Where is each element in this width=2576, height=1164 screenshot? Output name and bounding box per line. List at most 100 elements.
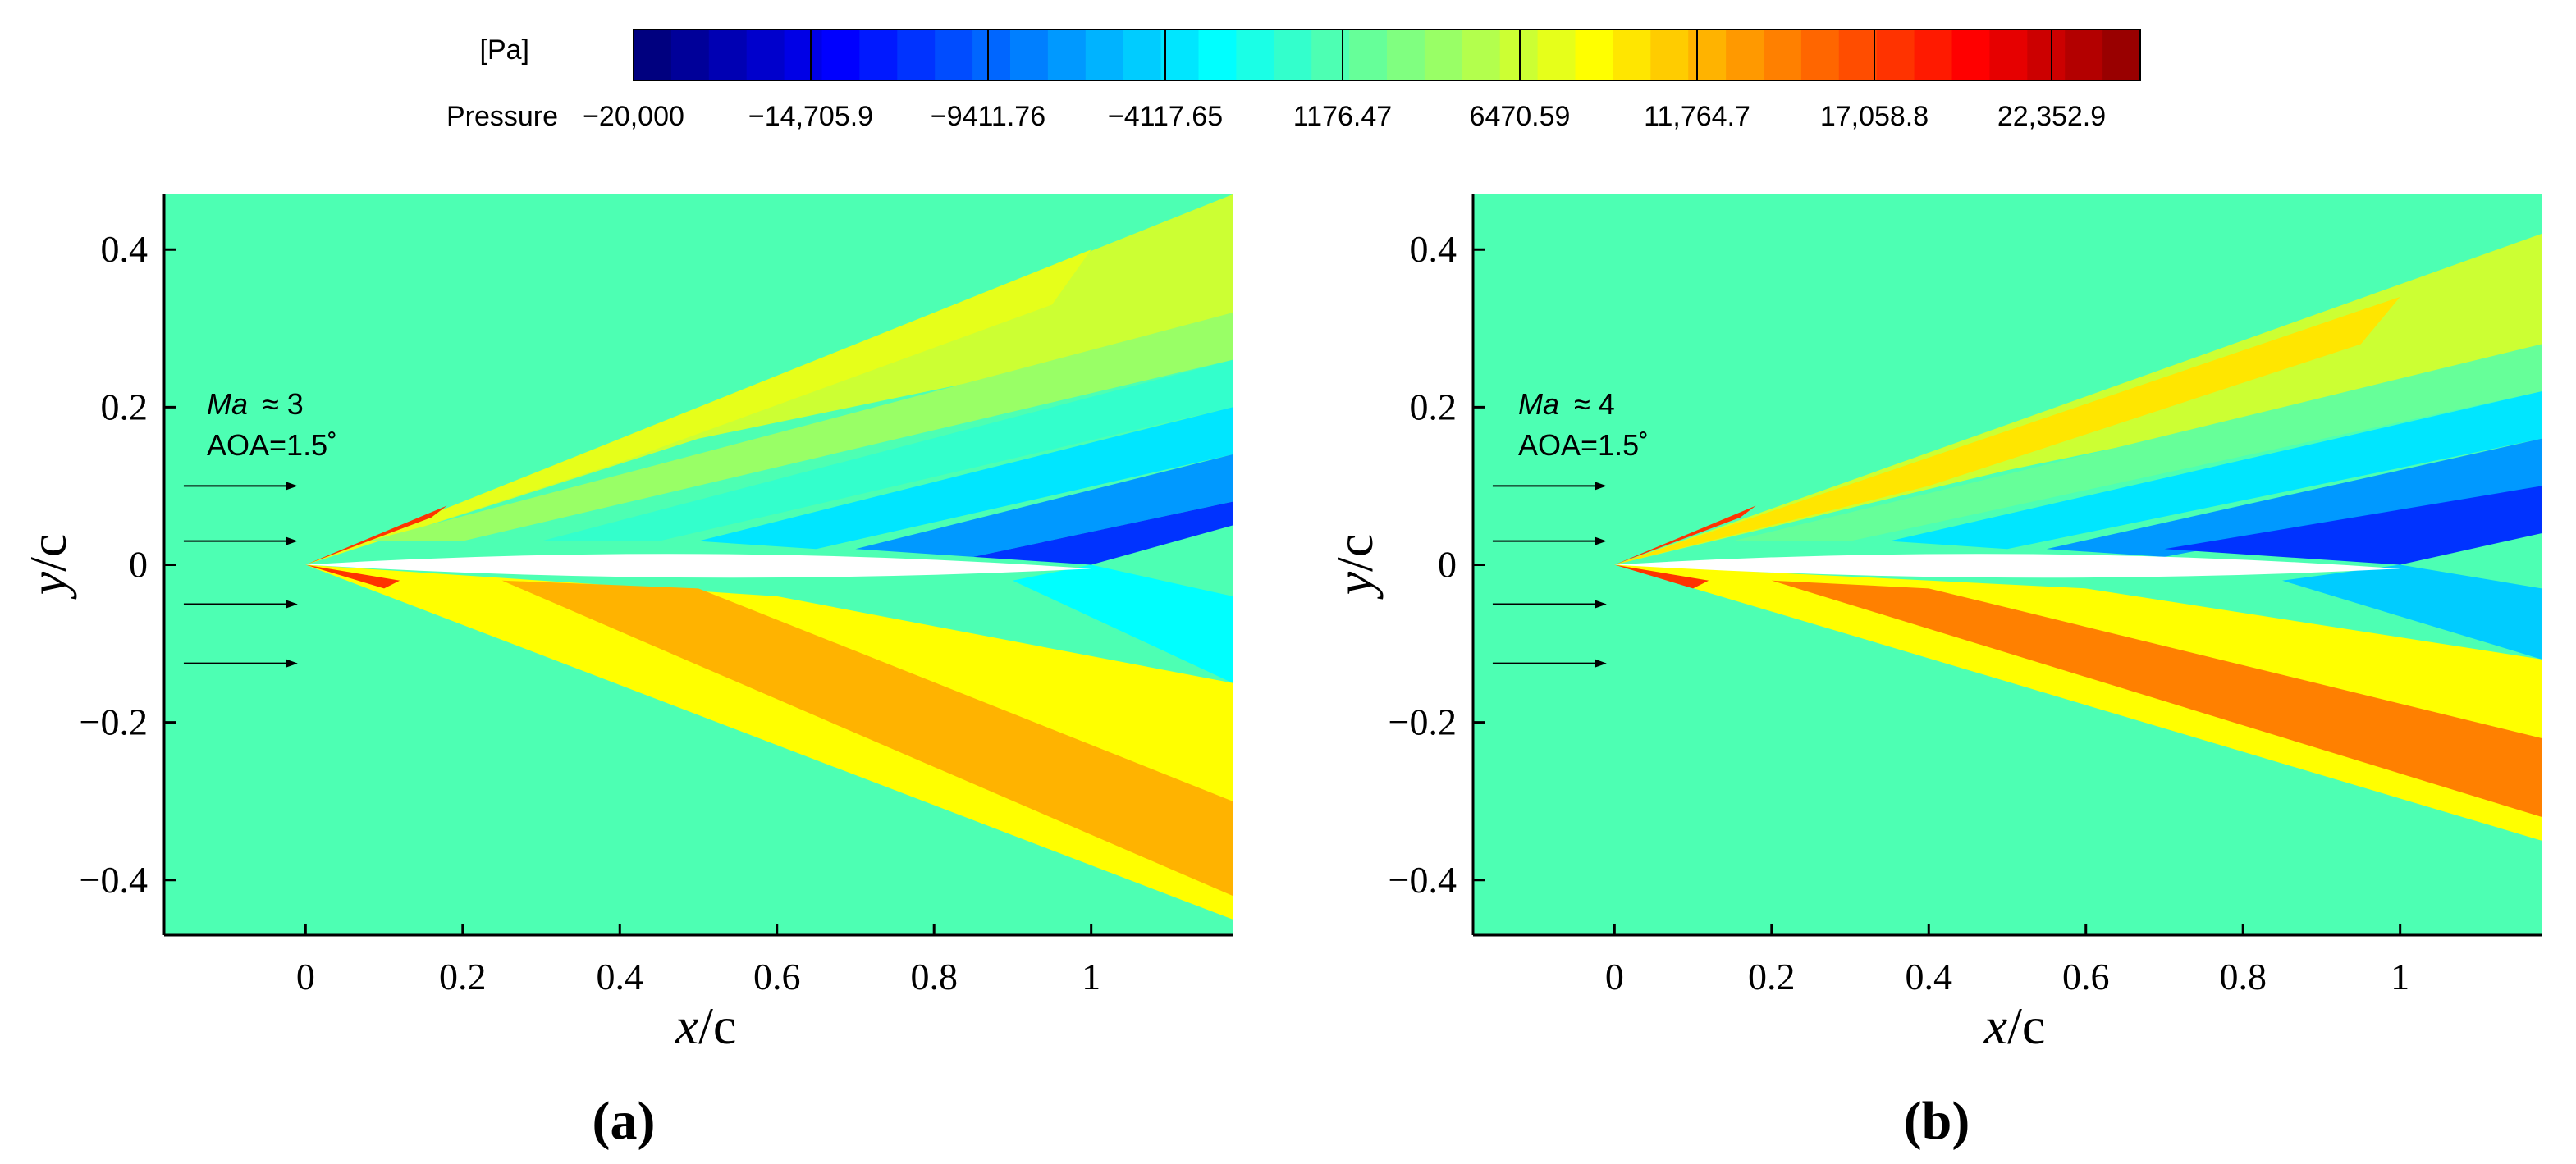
svg-text:Ma ≈ 4: Ma ≈ 4: [1518, 387, 1615, 421]
x-tick-label: 1: [1082, 956, 1100, 997]
leading-edge-shock: [1614, 505, 1756, 589]
pressure-region-lower-compression-outer: [1614, 564, 2542, 841]
freestream-arrowhead: [286, 659, 298, 668]
colorbar-swatch: [634, 30, 672, 80]
axes-a: 0 0.2 0.4 0.6 0.8 1 0.4 0.2 0 −0.2 −0.4: [80, 194, 1233, 997]
colorbar-tick-label: 6470.59: [1470, 101, 1571, 132]
colorbar-swatch: [1311, 30, 1350, 80]
pressure-region-upper-expansion-5: [973, 501, 1233, 565]
colorbar-swatch: [1160, 30, 1199, 80]
colorbar-tick-label: −9411.76: [931, 101, 1045, 132]
pressure-region-upper-expansion-1: [368, 313, 1233, 541]
y-axis-label-b: y/c: [1325, 534, 1384, 600]
x-tick-label: 0: [296, 956, 315, 997]
colorbar-label: Pressure: [446, 101, 558, 132]
colorbar-swatch: [1838, 30, 1878, 80]
aoa-label-b: AOA=1.5˚: [1518, 428, 1649, 462]
colorbar-swatch: [708, 30, 748, 80]
colorbar-swatch: [1123, 30, 1162, 80]
colorbar-swatch: [1387, 30, 1425, 80]
mach-label-a: Ma: [207, 387, 248, 421]
colorbar-swatch: [784, 30, 822, 80]
pressure-region-lower-wake: [2282, 564, 2542, 660]
pressure-region-upper-expansion-4: [855, 454, 1233, 557]
x-tick-label: 1: [2391, 956, 2409, 997]
freestream-arrowhead: [1595, 482, 1607, 491]
colorbar-swatch: [1613, 30, 1651, 80]
mach-value-a: ≈ 3: [263, 387, 304, 421]
colorbar-swatch: [1462, 30, 1501, 80]
y-tick-label: −0.4: [80, 859, 148, 901]
caption-a: (a): [593, 1091, 656, 1151]
x-tick-label: 0.2: [1748, 956, 1796, 997]
x-tick-label: 0.8: [910, 956, 958, 997]
colorbar-swatch: [821, 30, 860, 80]
colorbar-swatch: [746, 30, 785, 80]
pressure-region-upper-expansion-3: [2046, 438, 2542, 557]
axes-b: 0 0.2 0.4 0.6 0.8 1 0.4 0.2 0 −0.2 −0.4: [1389, 194, 2542, 997]
mach-value-b: ≈ 4: [1574, 387, 1615, 421]
colorbar-swatches: [633, 29, 2141, 81]
colorbar-swatch: [2027, 30, 2066, 80]
y-tick-label: 0.4: [101, 228, 149, 270]
pressure-region-upper-expansion-1: [1732, 344, 2542, 541]
x-tick-label: 0.6: [753, 956, 801, 997]
colorbar-swatch: [1764, 30, 1802, 80]
colorbar-swatch: [859, 30, 898, 80]
freestream-arrowhead: [286, 482, 298, 491]
colorbar-swatch: [1010, 30, 1049, 80]
colorbar-swatch: [1800, 30, 1840, 80]
colorbar-swatch: [1914, 30, 1952, 80]
colorbar-swatch: [1274, 30, 1312, 80]
pressure-region-upper-expansion-3: [698, 407, 1233, 550]
airfoil: [305, 554, 1091, 578]
freestream-arrows-b: [1492, 482, 1607, 668]
y-tick-label: 0: [1438, 544, 1457, 586]
colorbar-swatch: [1726, 30, 1764, 80]
x-axis-label-b: x/c: [1983, 997, 2046, 1055]
airfoil: [1614, 554, 2400, 578]
y-axis-label-a: y/c: [19, 534, 77, 600]
freestream-arrows-a: [183, 482, 298, 668]
leading-edge-shock: [305, 505, 447, 589]
pressure-region-upper-compression-outer: [1614, 234, 2542, 565]
colorbar-swatch: [1688, 30, 1727, 80]
caption-b: (b): [1904, 1091, 1970, 1151]
annotation-b: Ma ≈ 4 AOA=1.5˚: [1518, 387, 1649, 462]
colorbar-swatch: [1876, 30, 1915, 80]
colorbar-swatch: [935, 30, 973, 80]
freestream-arrowhead: [1595, 659, 1607, 668]
colorbar-unit: [Pa]: [480, 34, 529, 66]
aoa-label-a: AOA=1.5˚: [207, 428, 337, 462]
colorbar-swatch: [670, 30, 710, 80]
annotation-a: Ma ≈ 3 AOA=1.5˚: [207, 387, 337, 462]
pressure-region-lower-compression-core: [501, 580, 1233, 896]
colorbar-ticks: −20,000 −14,705.9 −9411.76 −4117.65 1176.47 6…: [583, 30, 2106, 132]
x-tick-label: 0.6: [2062, 956, 2110, 997]
freestream-arrowhead: [1595, 536, 1607, 545]
y-tick-label: −0.2: [80, 701, 148, 743]
colorbar-tick-label: 1176.47: [1293, 101, 1392, 132]
colorbar: [Pa] Pressure −20,000 −14,705.9 −9411.76 −4…: [446, 29, 2141, 132]
x-tick-label: 0.4: [1906, 956, 1953, 997]
pressure-region-lower-compression-core: [1771, 580, 2542, 817]
colorbar-swatch: [1198, 30, 1237, 80]
colorbar-swatch: [1499, 30, 1539, 80]
x-tick-label: 0.2: [439, 956, 487, 997]
colorbar-swatch: [1951, 30, 1990, 80]
freestream-arrowhead: [286, 600, 298, 609]
colorbar-swatch: [1424, 30, 1463, 80]
plot-area-a: [164, 194, 1233, 935]
pressure-region-upper-expansion-2: [541, 359, 1233, 541]
colorbar-swatch: [1349, 30, 1388, 80]
y-tick-label: 0.4: [1410, 228, 1457, 270]
svg-text:Ma ≈ 3: Ma ≈ 3: [207, 387, 304, 421]
y-tick-label: −0.2: [1389, 701, 1457, 743]
mach-label-b: Ma: [1518, 387, 1559, 421]
colorbar-swatch: [1537, 30, 1576, 80]
colorbar-swatch: [2065, 30, 2103, 80]
y-tick-label: 0: [129, 544, 148, 586]
colorbar-tick-label: −20,000: [583, 101, 684, 132]
plot-area-b: [1473, 194, 2542, 935]
